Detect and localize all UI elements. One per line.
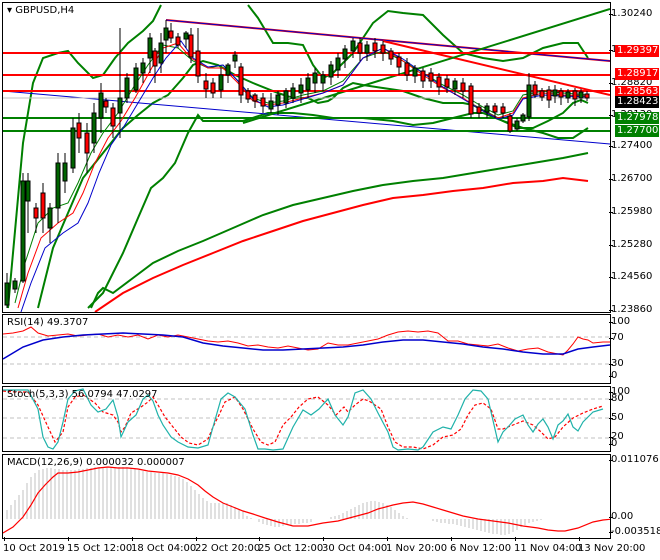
resistance-tag: 1.28917	[615, 68, 659, 80]
current-price-tag: 1.28423	[615, 96, 659, 108]
chart-title[interactable]: ▾ GBPUSD,H4	[7, 5, 74, 16]
macd-pane[interactable]: MACD(12,26,9) 0.000032 0.000007	[2, 454, 611, 539]
macd-canvas	[3, 466, 610, 535]
price-chart-canvas	[3, 4, 610, 312]
time-label: 18 Oct 04:00	[131, 543, 197, 554]
support-tag: 1.27700	[615, 125, 659, 137]
time-label: 1 Nov 20:00	[386, 543, 448, 554]
time-label: 13 Nov 20:00	[578, 543, 646, 554]
stoch-tick: 0	[608, 438, 618, 449]
macd-tick: -0.003518	[608, 526, 660, 537]
stoch-tick: 50	[609, 412, 624, 423]
stochastic-axis: 100 80 50 20 0	[608, 386, 660, 450]
price-tick: 1.27400	[608, 140, 653, 151]
stoch-tick: 20	[609, 431, 624, 442]
rsi-tick: 70	[609, 332, 624, 343]
rsi-canvas	[3, 326, 610, 365]
stochastic-title: Stoch(5,3,3) 56.0794 47.0297	[7, 389, 158, 400]
stoch-tick: 80	[609, 393, 624, 404]
stochastic-pane[interactable]: Stoch(5,3,3) 56.0794 47.0297	[2, 386, 611, 452]
rsi-pane[interactable]: RSI(14) 49.3707	[2, 314, 611, 384]
price-tick: 1.26700	[608, 173, 653, 184]
price-axis: 1.30240 1.29540 1.28820 1.28130 1.27400 …	[608, 2, 660, 315]
price-tick: 1.24560	[608, 271, 653, 282]
support-tag: 1.27978	[615, 112, 659, 124]
stochastic-canvas	[3, 388, 610, 451]
symbol-timeframe-label: GBPUSD,H4	[15, 5, 75, 16]
macd-tick: 0.00	[608, 511, 634, 522]
rsi-title: RSI(14) 49.3707	[7, 317, 89, 328]
rsi-tick: 30	[609, 358, 624, 369]
time-label: 30 Oct 04:00	[322, 543, 388, 554]
time-label: 11 Nov 04:00	[514, 543, 582, 554]
time-label: 10 Oct 2019	[3, 543, 65, 554]
price-tick: 1.25980	[608, 206, 653, 217]
time-label: 15 Oct 12:00	[67, 543, 133, 554]
rsi-tick: 100	[608, 316, 631, 327]
price-tick: 1.25280	[608, 239, 653, 250]
time-label: 22 Oct 20:00	[195, 543, 261, 554]
price-tick: 1.30240	[608, 8, 653, 19]
macd-tick: 0.011076	[609, 454, 659, 465]
macd-histogram	[6, 467, 542, 535]
candles	[4, 20, 590, 308]
dropdown-triangle-icon[interactable]: ▾	[7, 5, 13, 16]
resistance-tag: 1.29397	[615, 45, 659, 57]
stoch-tick: 100	[608, 386, 631, 397]
price-tick: 1.28820	[608, 77, 653, 88]
resistance-tag: 1.28563	[615, 86, 659, 98]
time-label: 25 Oct 12:00	[258, 543, 324, 554]
macd-axis: 0.011076 0.00 -0.003518	[608, 454, 660, 537]
price-tick: 1.23860	[608, 304, 653, 315]
rsi-tick: 0	[608, 370, 618, 381]
rsi-axis: 100 70 30 0	[608, 314, 660, 382]
price-pane[interactable]: ▾ GBPUSD,H4	[2, 2, 611, 313]
macd-title: MACD(12,26,9) 0.000032 0.000007	[7, 457, 185, 468]
time-label: 6 Nov 12:00	[450, 543, 512, 554]
time-axis: 10 Oct 2019 15 Oct 12:00 18 Oct 04:00 22…	[2, 537, 645, 560]
